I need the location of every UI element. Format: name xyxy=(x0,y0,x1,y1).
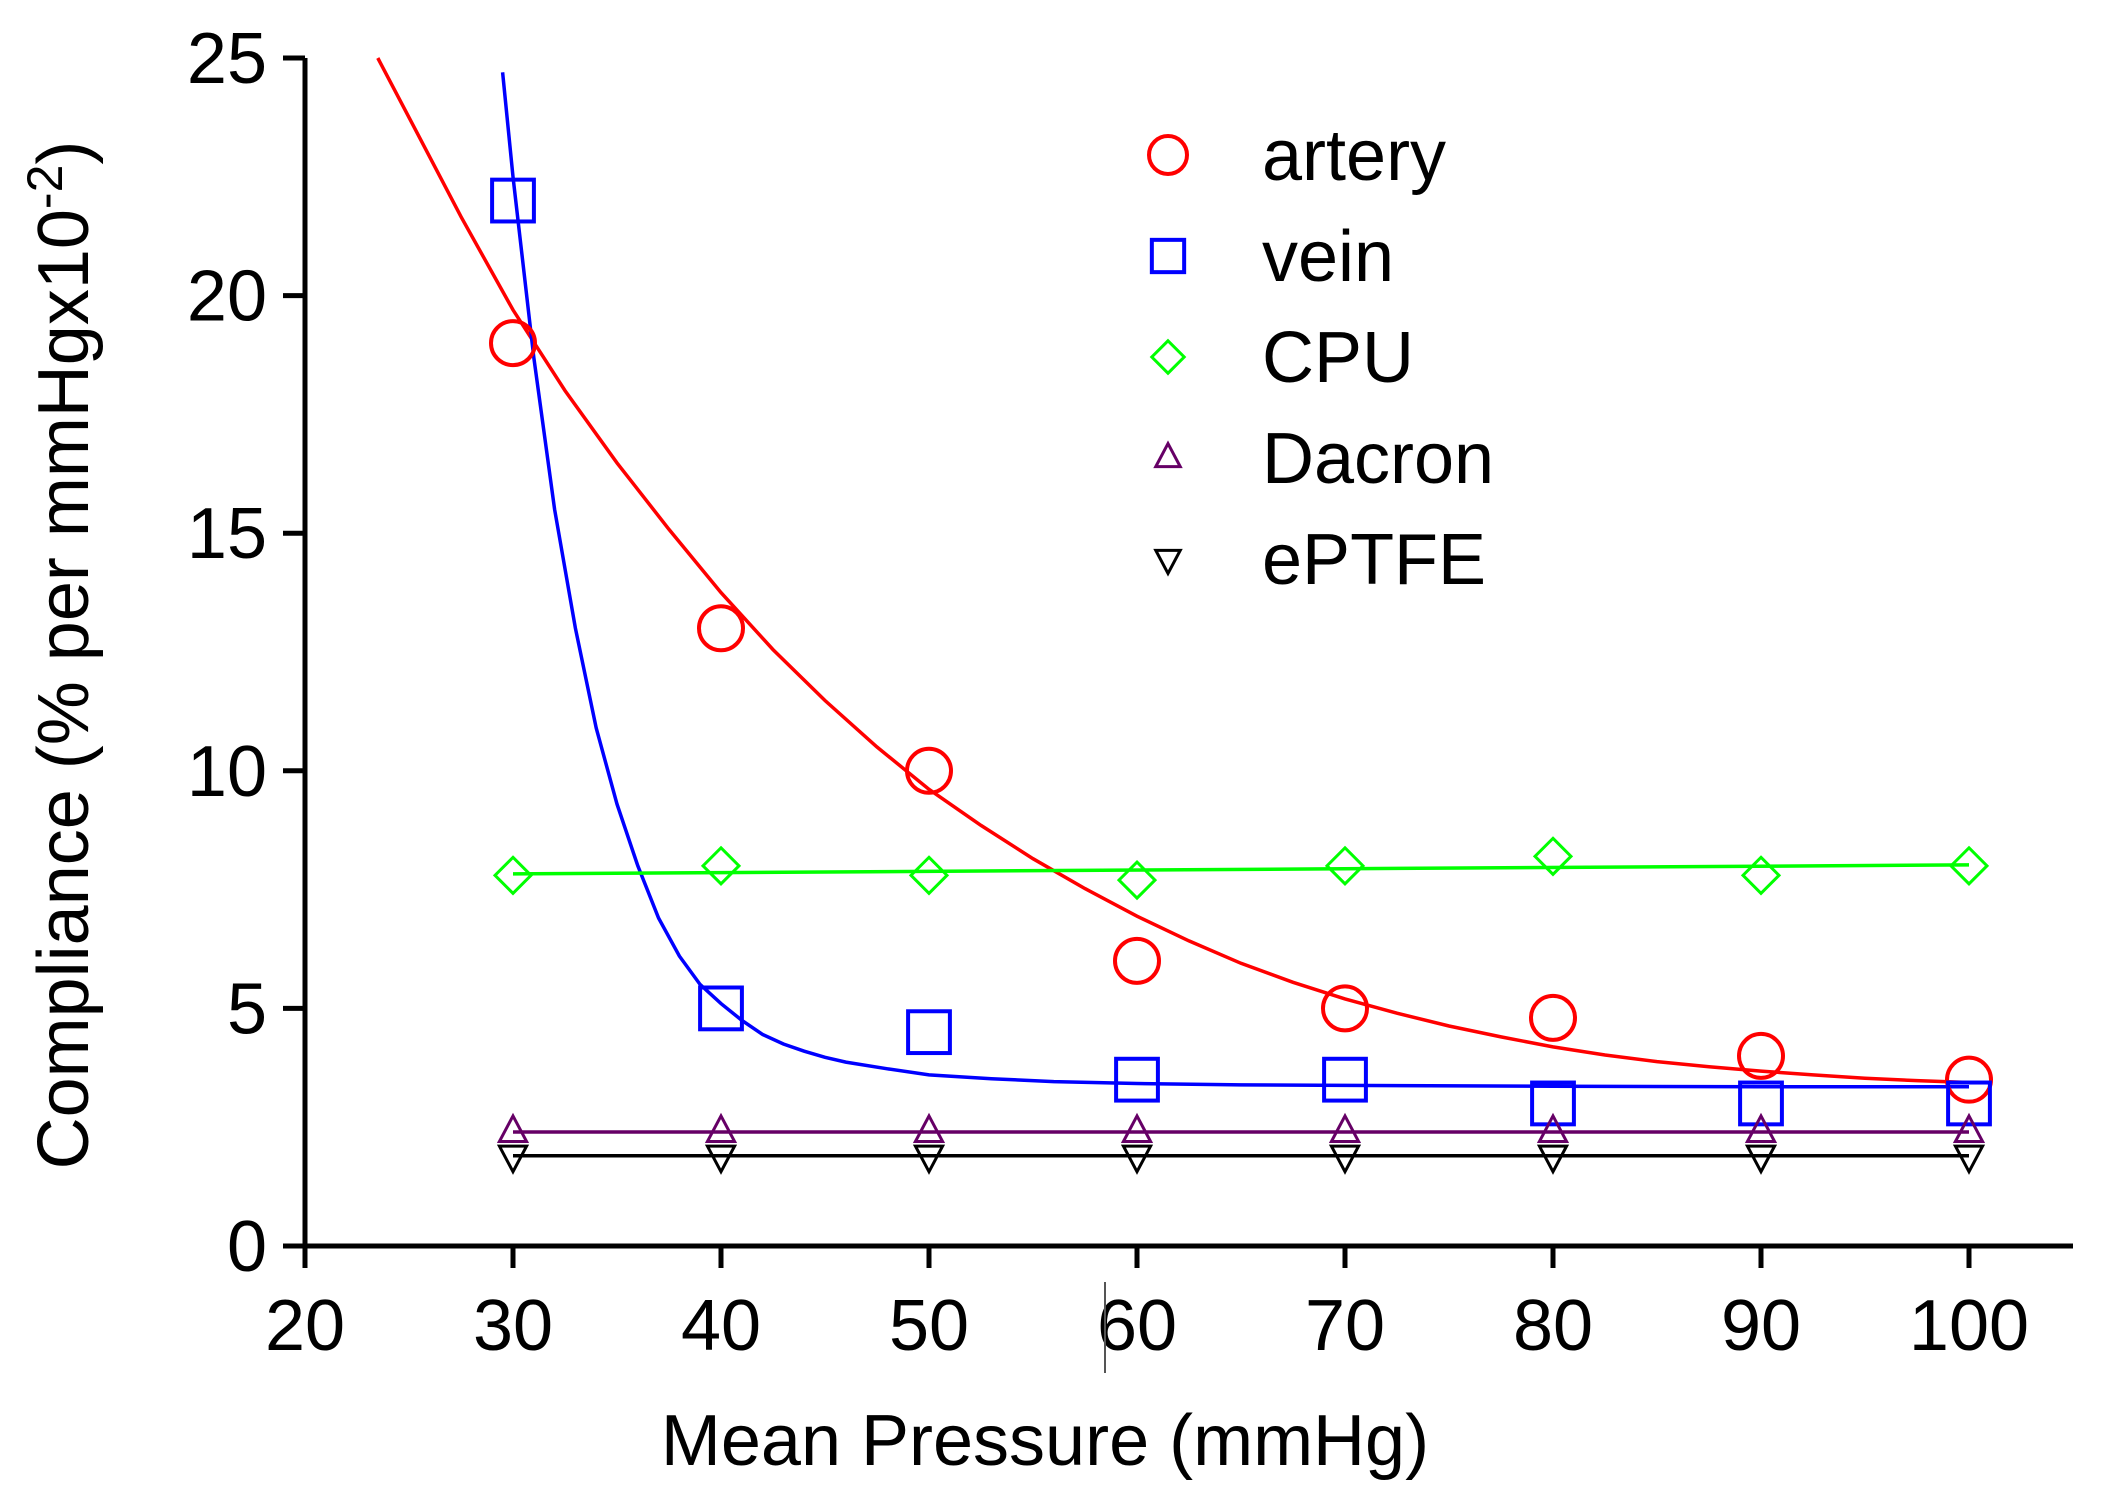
y-axis-title-superscript: -2 xyxy=(17,165,73,209)
artery-point xyxy=(1945,1055,1993,1104)
y-axis-title: Compliance (% per mmHgx10-2) xyxy=(17,141,104,1170)
y-tick-label: 15 xyxy=(187,494,267,574)
vein-point xyxy=(1946,1080,1992,1127)
x-axis-title: Mean Pressure (mmHg) xyxy=(661,1401,1429,1481)
fit-lines xyxy=(376,57,1970,1158)
x-tick-label: 60 xyxy=(1097,1286,1177,1366)
data-markers xyxy=(489,177,1993,1175)
vein-fit-line xyxy=(500,72,1969,1089)
artery-point xyxy=(1321,984,1369,1033)
ePTFE-point xyxy=(496,1144,530,1175)
legend-ePTFE-marker xyxy=(1153,548,1183,577)
ePTFE-point xyxy=(1744,1144,1778,1175)
x-tick-label: 20 xyxy=(265,1286,345,1366)
x-tick-label: 30 xyxy=(473,1286,553,1366)
x-tick-label: 70 xyxy=(1305,1286,1385,1366)
CPU-point xyxy=(1324,845,1366,886)
artery-point xyxy=(1113,936,1161,985)
CPU-fit-line xyxy=(512,863,1970,876)
y-axis-title-main: Compliance (% per mmHgx10 xyxy=(24,209,104,1169)
y-axis-title-suffix: ) xyxy=(24,141,104,165)
legend-artery-label: artery xyxy=(1262,116,1446,196)
vein-point xyxy=(906,1009,952,1056)
x-tick-label: 100 xyxy=(1909,1286,2029,1366)
legend-artery-marker xyxy=(1147,134,1189,176)
legend-CPU-label: CPU xyxy=(1262,318,1414,398)
legend-vein-marker xyxy=(1149,237,1187,275)
artery-point xyxy=(1529,993,1577,1042)
x-tick-label: 80 xyxy=(1513,1286,1593,1366)
artery-fit-line xyxy=(376,57,1970,1085)
tick-labels: 20 30 40 50 60 70 80 90 100 0 5 10 15 20 25 xyxy=(187,19,2029,1366)
legend-Dacron-label: Dacron xyxy=(1262,419,1494,499)
artery-point xyxy=(1737,1031,1785,1080)
vein-point xyxy=(490,177,536,224)
x-tick-label: 50 xyxy=(889,1286,969,1366)
Dacron-point xyxy=(1536,1112,1570,1144)
artery-point xyxy=(697,604,745,653)
legend: artery vein CPU Dacron ePTFE xyxy=(1147,116,1494,600)
artery-point xyxy=(905,746,953,795)
ePTFE-point xyxy=(1120,1144,1154,1175)
Dacron-point xyxy=(1744,1112,1778,1144)
y-tick-label: 10 xyxy=(187,732,267,812)
Dacron-point xyxy=(1952,1112,1986,1144)
CPU-point xyxy=(1532,836,1574,877)
CPU-point xyxy=(1116,859,1158,901)
y-tick-label: 5 xyxy=(227,969,267,1049)
x-tick-label: 40 xyxy=(681,1286,761,1366)
CPU-point xyxy=(492,855,534,896)
CPU-point xyxy=(908,855,950,896)
vein-point xyxy=(1738,1080,1784,1127)
Dacron-point xyxy=(1328,1112,1362,1144)
ePTFE-point xyxy=(1952,1144,1986,1175)
y-tick-label: 0 xyxy=(227,1207,267,1287)
Dacron-point xyxy=(496,1112,530,1144)
artery-point xyxy=(489,319,537,368)
CPU-point xyxy=(700,845,742,886)
legend-Dacron-marker xyxy=(1153,440,1183,469)
ePTFE-point xyxy=(912,1144,946,1175)
Dacron-point xyxy=(704,1112,738,1144)
CPU-point xyxy=(1948,845,1990,886)
ePTFE-point xyxy=(1536,1144,1570,1175)
legend-CPU-marker xyxy=(1149,338,1187,376)
legend-ePTFE-label: ePTFE xyxy=(1262,520,1486,600)
vein-point xyxy=(698,985,744,1032)
CPU-point xyxy=(1740,855,1782,896)
axes xyxy=(283,55,2073,1268)
legend-vein-label: vein xyxy=(1262,217,1394,297)
vein-point xyxy=(1530,1080,1576,1127)
ePTFE-point xyxy=(1328,1144,1362,1175)
y-tick-label: 25 xyxy=(187,19,267,99)
ePTFE-point xyxy=(704,1144,738,1175)
y-tick-label: 20 xyxy=(187,257,267,337)
Dacron-point xyxy=(1120,1112,1154,1144)
x-tick-label: 90 xyxy=(1721,1286,1801,1366)
vein-point xyxy=(1114,1056,1160,1103)
vein-point xyxy=(1322,1056,1368,1103)
Dacron-point xyxy=(912,1112,946,1144)
